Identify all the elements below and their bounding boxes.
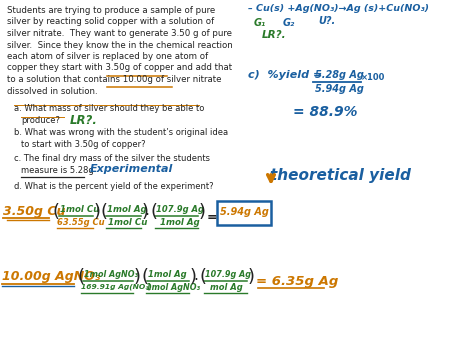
Text: LR?.: LR?. xyxy=(262,30,287,40)
Text: theoretical yield: theoretical yield xyxy=(270,168,411,183)
Text: Experimental: Experimental xyxy=(90,164,173,174)
Text: 1mol Cu: 1mol Cu xyxy=(108,218,147,227)
Text: 5.94g Ag: 5.94g Ag xyxy=(315,84,364,94)
Text: dissolved in solution.: dissolved in solution. xyxy=(7,87,98,95)
Text: ): ) xyxy=(134,268,141,286)
Text: (: ( xyxy=(101,203,108,221)
Text: G₂: G₂ xyxy=(283,18,295,28)
Text: =: = xyxy=(207,211,218,224)
Text: a. What mass of silver should they be able to: a. What mass of silver should they be ab… xyxy=(14,104,204,113)
Text: each atom of silver is replaced by one atom of: each atom of silver is replaced by one a… xyxy=(7,52,208,61)
Text: 1mol Ag: 1mol Ag xyxy=(107,205,146,214)
Text: (: ( xyxy=(78,268,85,286)
Text: 1mol AgNO₃: 1mol AgNO₃ xyxy=(84,270,138,279)
Text: ): ) xyxy=(142,203,149,221)
Text: silver.  Since they know the in the chemical reaction: silver. Since they know the in the chemi… xyxy=(7,40,233,49)
Text: 10.00g AgNO₃: 10.00g AgNO₃ xyxy=(2,270,100,283)
Text: (: ( xyxy=(142,268,149,286)
Text: ): ) xyxy=(248,268,255,286)
Text: 63.55g Cu: 63.55g Cu xyxy=(57,218,105,227)
Text: 1mol Ag: 1mol Ag xyxy=(148,270,187,279)
Text: ): ) xyxy=(199,203,206,221)
Text: G₁: G₁ xyxy=(254,18,266,28)
Text: copper they start with 3.50g of copper and add that: copper they start with 3.50g of copper a… xyxy=(7,64,232,72)
Text: LR?.: LR?. xyxy=(70,114,98,127)
Text: ·: · xyxy=(144,208,149,223)
Text: 1mol Cu: 1mol Cu xyxy=(60,205,100,214)
Text: to start with 3.50g of copper?: to start with 3.50g of copper? xyxy=(21,140,146,149)
Text: measure is 5.28g: measure is 5.28g xyxy=(21,166,94,175)
Text: U?.: U?. xyxy=(318,16,335,26)
Text: mol Ag: mol Ag xyxy=(210,283,243,292)
Text: silver by reacting solid copper with a solution of: silver by reacting solid copper with a s… xyxy=(7,17,214,27)
Text: 1mol AgNO₃: 1mol AgNO₃ xyxy=(146,283,200,292)
Text: c. The final dry mass of the silver the students: c. The final dry mass of the silver the … xyxy=(14,154,210,163)
Text: = 6.35g Ag: = 6.35g Ag xyxy=(256,275,338,288)
Text: ): ) xyxy=(190,268,197,286)
Text: ×100: ×100 xyxy=(361,73,385,82)
Text: (: ( xyxy=(151,203,158,221)
Text: 169.91g Ag(NO₃): 169.91g Ag(NO₃) xyxy=(81,283,152,289)
Text: produce?: produce? xyxy=(21,116,60,125)
Text: silver nitrate.  They want to generate 3.50 g of pure: silver nitrate. They want to generate 3.… xyxy=(7,29,232,38)
Text: 5.94g Ag: 5.94g Ag xyxy=(219,207,268,217)
Text: to a solution that contains 10.00g of silver nitrate: to a solution that contains 10.00g of si… xyxy=(7,75,221,84)
Text: ): ) xyxy=(94,203,101,221)
Text: d. What is the percent yield of the experiment?: d. What is the percent yield of the expe… xyxy=(14,182,214,191)
Text: b. What was wrong with the student’s original idea: b. What was wrong with the student’s ori… xyxy=(14,128,228,137)
Text: c)  %yield =: c) %yield = xyxy=(248,70,322,80)
FancyBboxPatch shape xyxy=(217,201,271,225)
Text: = 88.9%: = 88.9% xyxy=(293,105,357,119)
Text: 3.50g Cu: 3.50g Cu xyxy=(3,205,65,218)
Text: (: ( xyxy=(200,268,207,286)
Text: 1mol Ag: 1mol Ag xyxy=(160,218,200,227)
Text: 5.28g Ag: 5.28g Ag xyxy=(315,70,364,80)
Text: 107.9g Ag: 107.9g Ag xyxy=(156,205,204,214)
Text: 107.9g Ag: 107.9g Ag xyxy=(205,270,251,279)
Text: Students are trying to produce a sample of pure: Students are trying to produce a sample … xyxy=(7,6,215,15)
Text: (: ( xyxy=(53,203,60,221)
Text: – Cu(s) +Ag(NO₃)→Ag (s)+Cu(NO₃): – Cu(s) +Ag(NO₃)→Ag (s)+Cu(NO₃) xyxy=(248,4,429,13)
Text: ·: · xyxy=(193,273,198,288)
